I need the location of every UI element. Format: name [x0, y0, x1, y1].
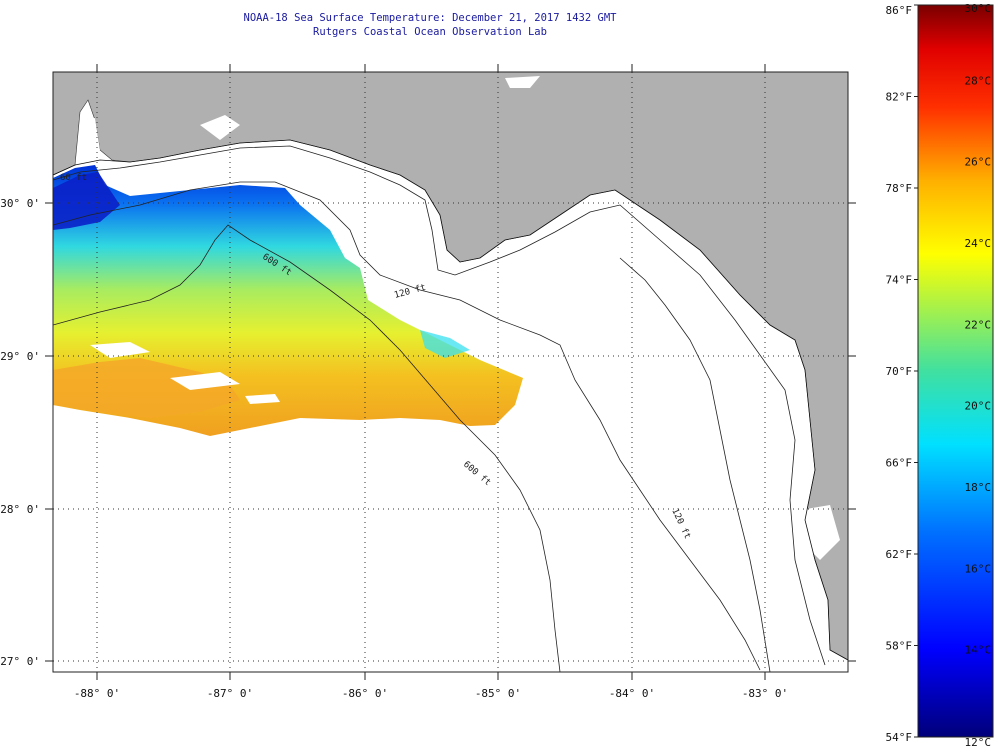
- bay-shape: [82, 118, 100, 160]
- colorbar-c-label: 14°C: [965, 644, 992, 657]
- sst-warm-patch: [53, 358, 240, 418]
- colorbar-c-label: 24°C: [965, 237, 992, 250]
- contour-label-60: 60 ft: [60, 173, 87, 183]
- colorbar-f-ticks: 86°F 82°F 78°F 74°F 70°F 66°F 62°F 58°F 54°F: [886, 4, 918, 744]
- lat-label: 27° 0': [0, 655, 40, 668]
- bay-shape: [800, 505, 840, 560]
- lon-label: -86° 0': [342, 687, 388, 700]
- colorbar-f-label: 62°F: [886, 548, 913, 561]
- map-subtitle: Rutgers Coastal Ocean Observation Lab: [313, 26, 547, 38]
- contour-120ft: [53, 181, 761, 671]
- lat-label: 30° 0': [0, 197, 40, 210]
- lon-label: -88° 0': [74, 687, 120, 700]
- graticule: [53, 72, 848, 672]
- map-frame: [52, 71, 849, 673]
- colorbar-f-label: 82°F: [886, 91, 913, 104]
- colorbar-c-label: 16°C: [965, 562, 992, 575]
- coastline: [53, 139, 848, 661]
- lon-label: -87° 0': [207, 687, 253, 700]
- colorbar-c-label: 22°C: [965, 318, 992, 331]
- sst-cyan-patch: [420, 330, 470, 358]
- lat-label: 28° 0': [0, 503, 40, 516]
- colorbar-f-label: 70°F: [886, 365, 913, 378]
- colorbar-c-label: 28°C: [965, 74, 992, 87]
- colorbar: [917, 4, 994, 738]
- colorbar-f-label: 78°F: [886, 182, 913, 195]
- cloud-gap: [90, 342, 150, 358]
- cloud-gap: [170, 372, 240, 390]
- lon-label: -84° 0': [609, 687, 655, 700]
- lon-label: -83° 0': [742, 687, 788, 700]
- tick-marks: [45, 64, 856, 680]
- colorbar-f-label: 66°F: [886, 457, 913, 470]
- colorbar-c-label: 30°C: [965, 2, 992, 15]
- contour-600ft-east: [619, 257, 771, 672]
- colorbar-c-ticks: 30°C 28°C 26°C 24°C 22°C 20°C 18°C 16°C 14°C 12°C: [965, 2, 992, 749]
- colorbar-f-label: 58°F: [886, 640, 913, 653]
- colorbar-f-label: 86°F: [886, 4, 913, 17]
- contour-60ft: [53, 145, 826, 666]
- map-title: NOAA-18 Sea Surface Temperature: Decembe…: [243, 12, 617, 24]
- bay-shape: [505, 76, 540, 88]
- colorbar-f-label: 54°F: [886, 731, 913, 744]
- colorbar-c-label: 26°C: [965, 156, 992, 169]
- sst-cold-patch: [53, 172, 120, 230]
- lat-label: 29° 0': [0, 350, 40, 363]
- bay-shape: [200, 115, 240, 140]
- cloud-gap: [245, 394, 280, 404]
- colorbar-c-label: 18°C: [965, 481, 992, 494]
- lon-label: -85° 0': [475, 687, 521, 700]
- contour-600ft: [53, 224, 561, 672]
- colorbar-c-label: 20°C: [965, 400, 992, 413]
- colorbar-c-label: 12°C: [965, 736, 992, 749]
- colorbar-f-label: 74°F: [886, 274, 913, 287]
